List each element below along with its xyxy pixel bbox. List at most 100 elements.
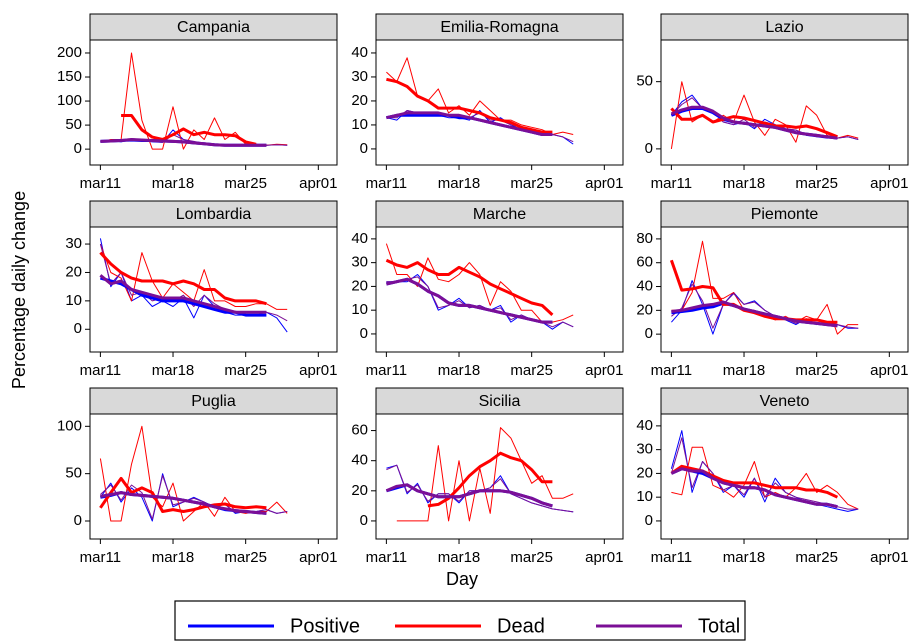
x-tick-label: mar18 — [438, 175, 481, 192]
y-tick-label: 40 — [351, 230, 368, 247]
y-tick-label: 40 — [636, 417, 653, 434]
x-tick-label: apr01 — [870, 175, 908, 192]
x-tick-label: mar25 — [224, 175, 267, 192]
x-axis-title: Day — [446, 569, 478, 589]
x-tick-label: apr01 — [299, 549, 337, 566]
plot-frame — [89, 226, 338, 353]
x-tick-label: mar25 — [510, 549, 553, 566]
smoothed-line — [99, 251, 267, 306]
y-tick-label: 0 — [74, 320, 82, 337]
panel-title: Sicilia — [479, 393, 521, 410]
y-tick-label: 20 — [65, 263, 82, 280]
x-tick-label: mar25 — [510, 175, 553, 192]
panel-title: Veneto — [760, 393, 810, 410]
x-tick-label: mar11 — [80, 362, 121, 379]
y-tick-label: 0 — [360, 140, 368, 157]
x-tick-label: apr01 — [870, 362, 908, 379]
x-tick-label: mar18 — [723, 175, 766, 192]
y-tick-label: 50 — [636, 73, 653, 90]
y-tick-label: 0 — [645, 140, 653, 157]
x-tick-label: mar18 — [723, 362, 766, 379]
smoothed-line — [386, 77, 553, 134]
strip — [89, 13, 338, 41]
y-tick-label: 10 — [351, 116, 368, 133]
x-tick-label: mar18 — [438, 549, 481, 566]
smoothed-line — [99, 476, 267, 513]
x-tick-label: mar11 — [80, 549, 121, 566]
panel-title: Lombardia — [176, 206, 252, 223]
smoothed-line — [121, 114, 257, 146]
y-tick-label: 150 — [57, 68, 82, 85]
x-tick-label: mar25 — [224, 362, 267, 379]
x-tick-label: mar18 — [152, 549, 195, 566]
x-tick-label: mar25 — [795, 549, 838, 566]
raw-line — [386, 276, 574, 328]
panel-title: Emilia-Romagna — [440, 19, 558, 36]
x-tick-label: mar11 — [366, 549, 407, 566]
legend-label: Positive — [290, 615, 360, 637]
smoothed-line — [670, 105, 838, 140]
x-tick-label: mar25 — [224, 549, 267, 566]
x-tick-label: mar11 — [651, 175, 692, 192]
y-tick-label: 0 — [74, 140, 82, 157]
y-tick-label: 0 — [645, 512, 653, 529]
panel-title: Piemonte — [751, 206, 819, 223]
strip — [375, 200, 624, 228]
y-tick-label: 40 — [351, 452, 368, 469]
x-tick-label: apr01 — [870, 549, 908, 566]
y-tick-label: 30 — [65, 235, 82, 252]
y-tick-label: 50 — [65, 116, 82, 133]
raw-line — [671, 446, 859, 510]
strip — [660, 387, 909, 415]
y-tick-label: 20 — [636, 301, 653, 318]
x-tick-label: mar25 — [795, 175, 838, 192]
smoothed-line — [671, 300, 838, 328]
x-tick-label: mar11 — [651, 362, 692, 379]
x-tick-label: mar11 — [80, 175, 121, 192]
y-tick-label: 20 — [351, 277, 368, 294]
smoothed-line — [385, 483, 553, 508]
y-tick-label: 60 — [351, 422, 368, 439]
y-tick-label: 10 — [65, 292, 82, 309]
smoothed-line — [386, 277, 553, 324]
y-tick-label: 0 — [645, 325, 653, 342]
smoothed-line — [99, 274, 267, 314]
y-tick-label: 30 — [636, 441, 653, 458]
x-tick-label: apr01 — [299, 362, 337, 379]
panel-title: Campania — [177, 19, 250, 36]
y-tick-label: 0 — [74, 512, 82, 529]
y-tick-label: 30 — [351, 68, 368, 85]
y-tick-label: 60 — [636, 254, 653, 271]
x-tick-label: mar18 — [152, 362, 195, 379]
x-tick-label: apr01 — [585, 362, 623, 379]
strip — [375, 13, 624, 41]
y-tick-label: 0 — [360, 325, 368, 342]
panel-title: Marche — [473, 206, 526, 223]
x-tick-label: apr01 — [299, 175, 337, 192]
smoothed-line — [670, 107, 838, 139]
legend-label: Total — [698, 615, 740, 637]
smoothed-line — [100, 491, 267, 515]
plot-frame — [660, 39, 909, 166]
plot-frame — [660, 413, 909, 540]
smoothed-line — [385, 258, 554, 317]
plot-frame — [89, 39, 338, 166]
strip — [89, 200, 338, 228]
y-tick-label: 80 — [636, 230, 653, 247]
raw-line — [386, 57, 574, 135]
plot-frame — [89, 413, 338, 540]
x-tick-label: apr01 — [585, 549, 623, 566]
smoothed-line — [386, 111, 553, 136]
strip — [89, 387, 338, 415]
legend-box — [174, 600, 746, 641]
x-tick-label: mar18 — [438, 362, 481, 379]
panel-title: Lazio — [765, 19, 803, 36]
panel-title: Puglia — [191, 393, 236, 410]
smoothed-line — [100, 138, 267, 147]
y-tick-label: 200 — [57, 44, 82, 61]
y-tick-label: 0 — [360, 512, 368, 529]
y-tick-label: 40 — [636, 277, 653, 294]
x-tick-label: mar25 — [795, 362, 838, 379]
y-tick-label: 30 — [351, 254, 368, 271]
plot-frame — [660, 226, 909, 353]
